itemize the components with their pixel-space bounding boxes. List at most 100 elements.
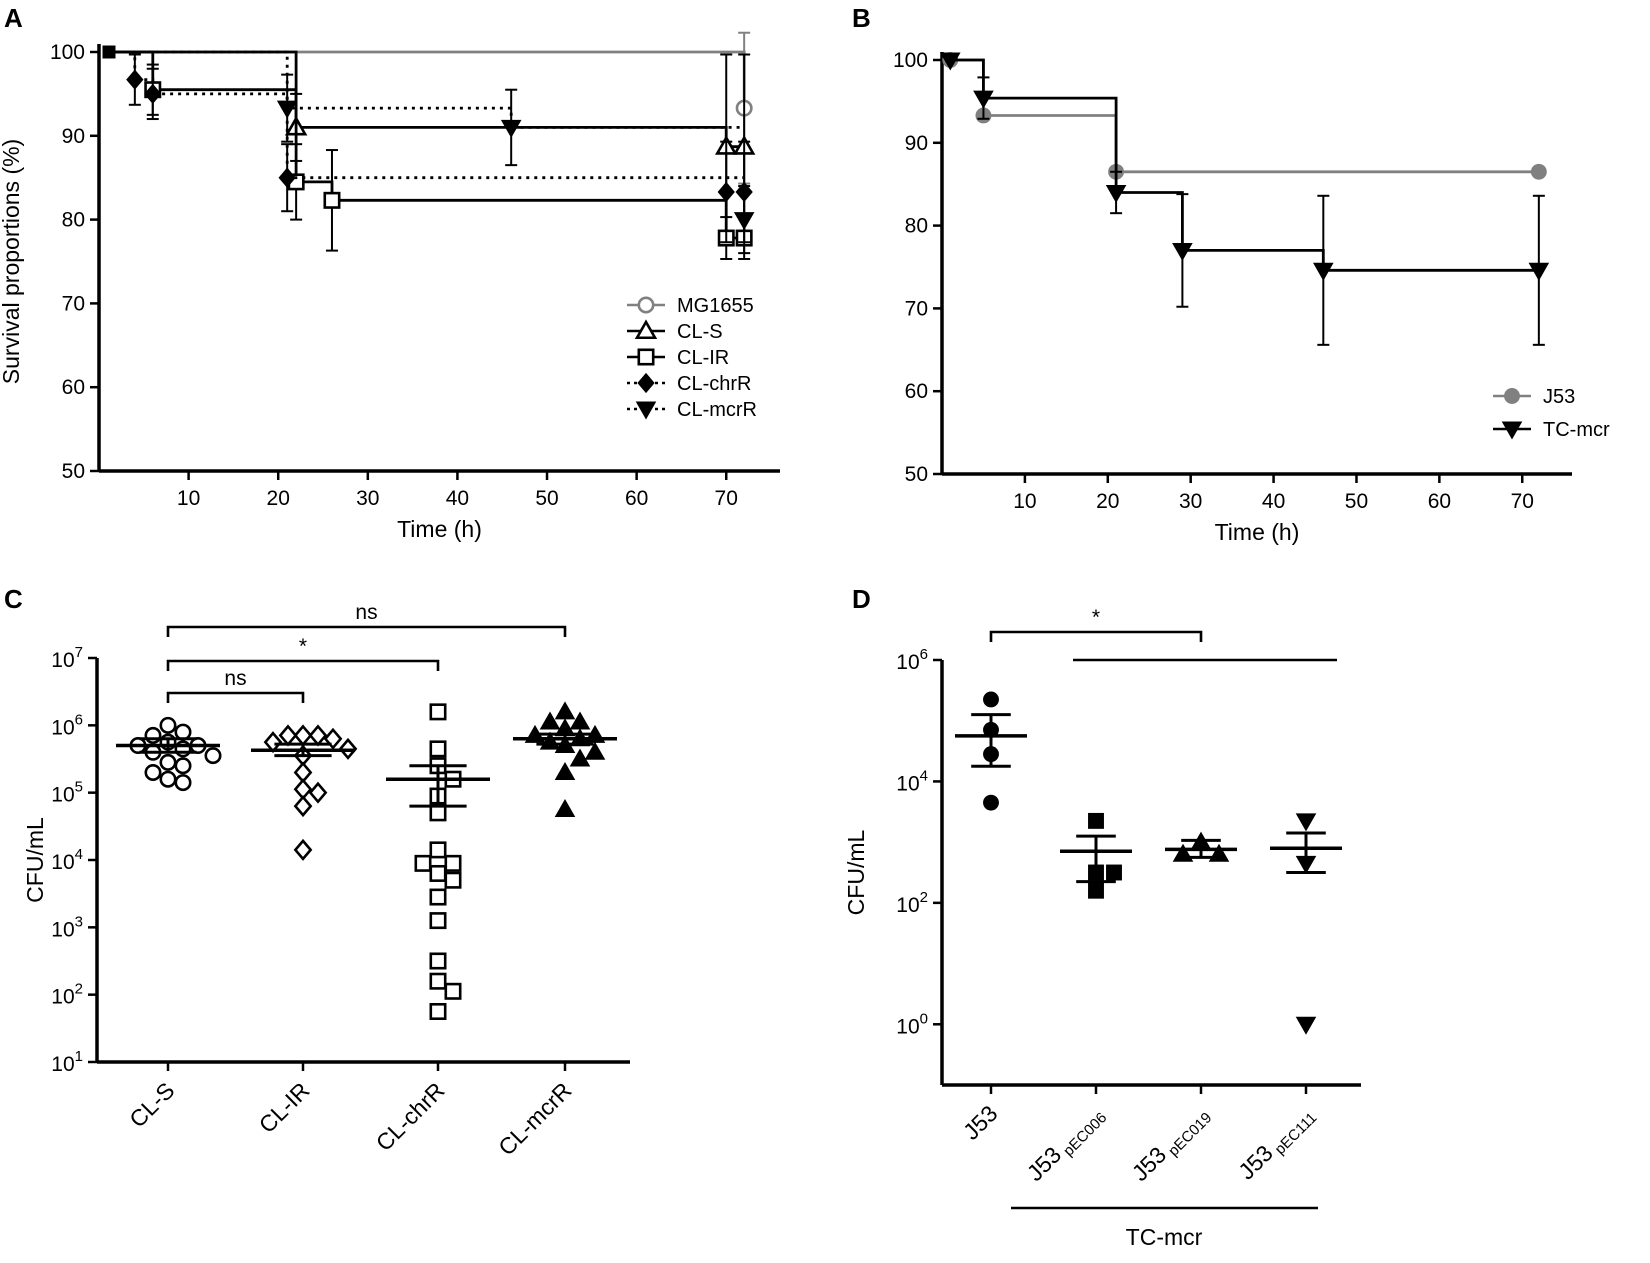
chart-c-series-cl-mcrr-point bbox=[569, 748, 591, 767]
chart-a-x-tick-label: 40 bbox=[446, 487, 469, 510]
chart-b-series-tc-mcr-point bbox=[973, 90, 994, 109]
chart-b-series-tc-mcr-point bbox=[1172, 242, 1193, 261]
chart-c-y-axis-label: CFU/mL bbox=[22, 817, 48, 903]
chart-b-y-tick-label: 80 bbox=[905, 215, 928, 238]
chart-b-series-tc-mcr-legend-label: TC-mcr bbox=[1543, 419, 1610, 441]
chart-b-series-j53-legend-label: J53 bbox=[1543, 386, 1575, 408]
chart-c-y-tick-exponent: 3 bbox=[75, 913, 83, 930]
chart-c-y-tick-label: 101 bbox=[51, 1048, 83, 1076]
chart-a-series-cl-chrr-legend-label: CL-chrR bbox=[677, 373, 751, 395]
chart-b-series-j53-point bbox=[1530, 163, 1547, 180]
chart-d-y-tick-base: 10 bbox=[896, 651, 919, 674]
chart-d-group-label: TC-mcr bbox=[1126, 1224, 1203, 1250]
chart-a-series-cl-chrr-point bbox=[278, 167, 296, 188]
chart-a-x-tick-label: 10 bbox=[177, 487, 200, 510]
chart-c-series-cl-chrr-point bbox=[429, 1002, 447, 1020]
chart-d-category-sub: pEC019 bbox=[1162, 1109, 1215, 1162]
chart-a-series-mg1655-line bbox=[108, 50, 746, 109]
chart-c-significance-label: ns bbox=[355, 601, 377, 624]
chart-c-significance-bracket bbox=[166, 625, 567, 637]
chart-c-series-cl-chrr-point bbox=[429, 888, 447, 906]
chart-c-series-cl-mcrr-point bbox=[554, 761, 576, 780]
chart-c-category-label: CL-S bbox=[124, 1077, 179, 1132]
panel-label-d: D bbox=[852, 584, 871, 614]
chart-a-x-tick-label: 50 bbox=[535, 487, 558, 510]
chart-d-y-tick-label: 106 bbox=[896, 646, 928, 674]
chart-d-series-j53-pec111-point bbox=[1295, 1016, 1317, 1035]
chart-c-series-cl-s-point bbox=[174, 757, 192, 775]
chart-c-series-cl-ir-point bbox=[263, 731, 283, 754]
chart-c-significance-label: * bbox=[299, 635, 307, 658]
chart-a-start-marker bbox=[102, 45, 116, 59]
chart-b-series-tc-mcr-point bbox=[1528, 262, 1550, 281]
chart-a-series-mg1655-legend-marker bbox=[637, 296, 655, 314]
chart-c-series-cl-ir-point bbox=[278, 724, 298, 747]
chart-d-series-j53-pec111-point bbox=[1295, 813, 1317, 832]
chart-c-series-cl-ir-point bbox=[323, 727, 343, 750]
chart-a-series-cl-s-legend-marker bbox=[634, 319, 658, 340]
chart-c-series-cl-mcrr-point bbox=[554, 701, 576, 720]
chart-d-significance-bracket bbox=[989, 630, 1203, 642]
chart-d-y-tick-base: 10 bbox=[896, 894, 919, 917]
chart-c-series-cl-mcrr-point bbox=[554, 798, 576, 817]
chart-a-y-tick-label: 90 bbox=[62, 125, 85, 148]
chart-c-series-cl-chrr-point bbox=[429, 952, 447, 970]
chart-c-series-cl-s-point bbox=[159, 753, 177, 771]
chart-c-category-label: CL-mcrR bbox=[493, 1077, 576, 1160]
chart-b-series-tc-mcr-point bbox=[1313, 262, 1334, 281]
chart-d-y-tick-label: 100 bbox=[896, 1010, 928, 1038]
chart-a-series-mg1655-legend-label: MG1655 bbox=[677, 295, 754, 317]
chart-a-series-cl-ir-point bbox=[323, 191, 341, 209]
chart-d-y-tick-base: 10 bbox=[896, 772, 919, 795]
chart-c-y-tick-label: 104 bbox=[51, 846, 83, 874]
chart-c-y-tick-base: 10 bbox=[51, 784, 74, 807]
chart-a-x-axis-label: Time (h) bbox=[397, 516, 482, 542]
chart-b-x-tick-label: 40 bbox=[1262, 490, 1285, 513]
chart-d-category-label: J53 pEC111 bbox=[1233, 1100, 1320, 1187]
chart-c-series-cl-chrr-point bbox=[444, 982, 462, 1000]
chart-c-series-cl-ir-point bbox=[293, 724, 313, 747]
chart-c-y-tick-label: 102 bbox=[51, 981, 83, 1009]
panel-label-a: A bbox=[4, 3, 23, 33]
chart-c-series-cl-chrr-point bbox=[429, 804, 447, 822]
chart-b-x-tick-label: 50 bbox=[1345, 490, 1368, 513]
chart-b-y-tick-label: 90 bbox=[905, 132, 928, 155]
chart-c-series-cl-s-point bbox=[144, 763, 162, 781]
chart-a-series-cl-mcrr-point bbox=[733, 212, 755, 231]
chart-a-y-tick-label: 100 bbox=[50, 41, 85, 64]
chart-b-x-tick-label: 60 bbox=[1428, 490, 1451, 513]
chart-d-series-j53-pec006-point bbox=[1088, 882, 1104, 899]
chart-d-y-tick-exponent: 6 bbox=[920, 646, 928, 663]
survival-chart-b: 50 60 70 80 90 100 10 20 30 40 50 60 70 Time (h) J53 TC… bbox=[893, 49, 1610, 545]
chart-a-series-cl-ir-legend-marker bbox=[637, 348, 655, 366]
chart-c-series-cl-chrr-point bbox=[414, 854, 432, 872]
chart-d-significance-label: * bbox=[1092, 606, 1100, 629]
chart-d-category-main: J53 bbox=[958, 1100, 1003, 1145]
chart-c-series-cl-s-point bbox=[174, 774, 192, 792]
chart-a-series-cl-ir-legend-label: CL-IR bbox=[677, 347, 729, 369]
chart-c-significance-bracket bbox=[166, 691, 305, 703]
chart-c-series-cl-mcrr-point bbox=[539, 711, 561, 730]
chart-a-x-tick-label: 20 bbox=[267, 487, 290, 510]
chart-c-y-tick-base: 10 bbox=[51, 851, 74, 874]
chart-a-series-cl-chrr-point bbox=[717, 181, 735, 203]
chart-c-y-tick-label: 107 bbox=[51, 644, 83, 672]
chart-a-series-cl-s-line bbox=[108, 50, 745, 149]
chart-c-series-cl-chrr-point bbox=[429, 972, 447, 990]
chart-c-series-cl-s-point bbox=[144, 726, 162, 744]
chart-c-series-cl-chrr-point bbox=[429, 912, 447, 930]
chart-b-series-tc-mcr-line bbox=[950, 58, 1539, 272]
chart-a-series-cl-mcrr-point bbox=[500, 119, 522, 138]
chart-d-y-tick-label: 102 bbox=[896, 889, 928, 917]
chart-d-y-tick-exponent: 2 bbox=[920, 889, 928, 906]
chart-c-y-tick-base: 10 bbox=[51, 716, 74, 739]
chart-c-series-cl-ir-point bbox=[293, 838, 313, 861]
chart-c-series-cl-chrr-point bbox=[429, 740, 447, 758]
chart-c-series-cl-mcrr-point bbox=[584, 741, 606, 760]
chart-c-category-label: CL-chrR bbox=[371, 1077, 450, 1156]
chart-c-y-tick-label: 105 bbox=[51, 779, 83, 807]
chart-c-y-tick-exponent: 1 bbox=[75, 1048, 83, 1065]
chart-c-series-cl-chrr-point bbox=[429, 703, 447, 721]
